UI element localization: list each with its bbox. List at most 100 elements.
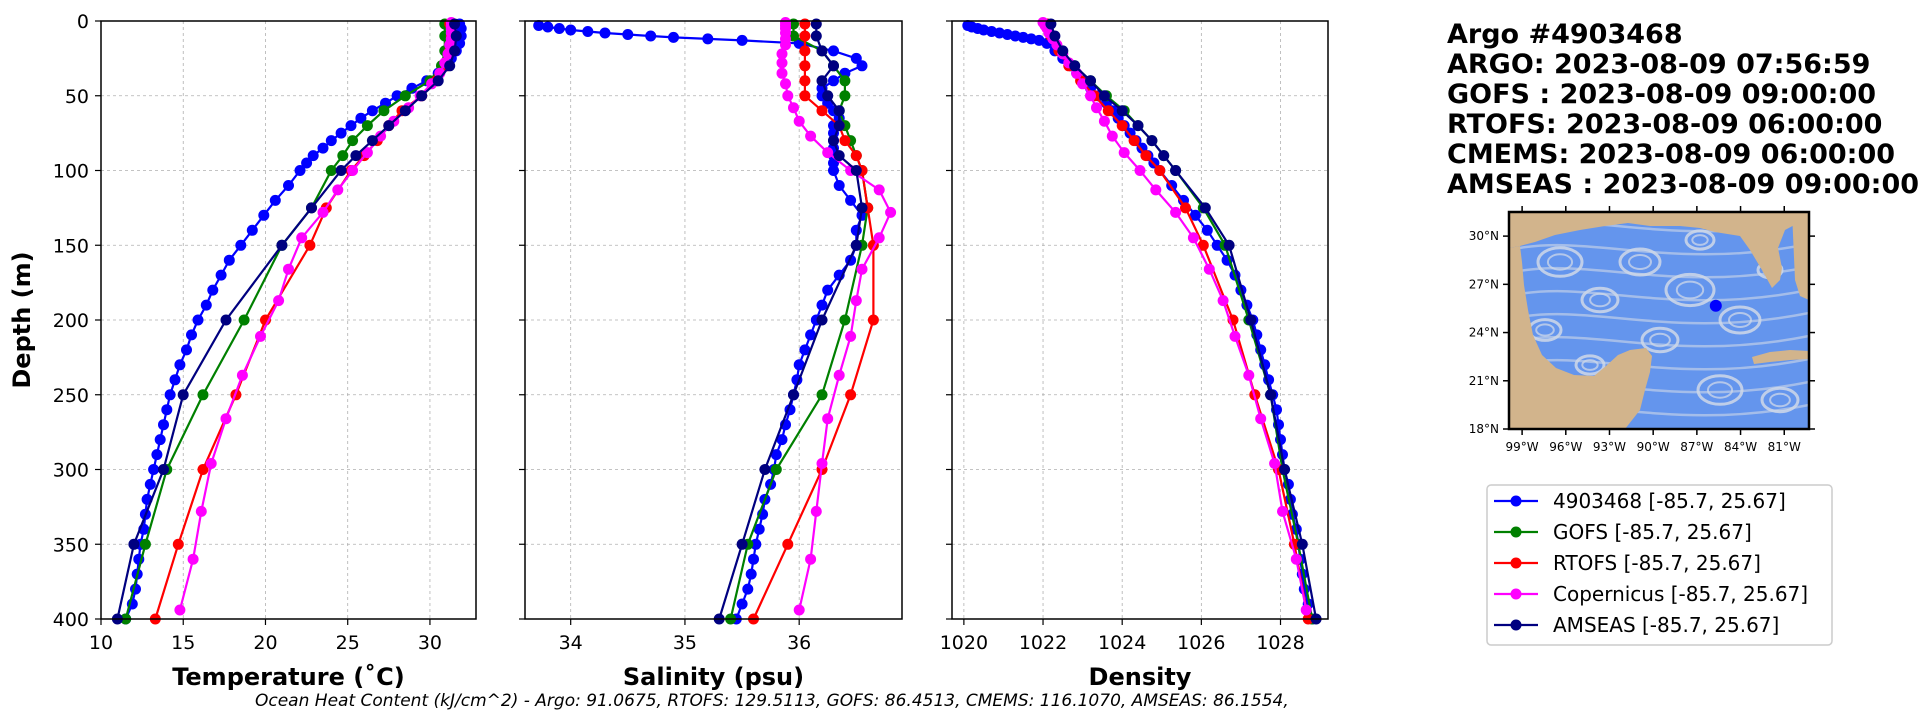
data-point <box>1296 538 1308 550</box>
data-point <box>776 48 788 60</box>
data-point <box>1057 45 1069 57</box>
data-point <box>839 75 851 87</box>
data-point <box>197 389 209 401</box>
map-lon-label: 90°W <box>1637 440 1670 454</box>
series-copernicus <box>1037 17 1312 616</box>
data-point <box>822 90 834 102</box>
data-point <box>788 102 799 114</box>
streamline-eddy <box>1769 392 1791 408</box>
data-point <box>215 269 227 281</box>
data-point <box>753 523 765 535</box>
data-point <box>1132 120 1144 132</box>
map-frame <box>1507 210 1811 431</box>
x-tick-label: 36 <box>787 632 811 654</box>
y-tick-label: 400 <box>53 609 89 631</box>
legend-item: RTOFS [-85.7, 25.67] <box>1494 551 1761 575</box>
streamline <box>1509 311 1809 325</box>
legend-marker-swatch <box>1510 619 1522 631</box>
x-axis-label: Density <box>1089 663 1192 691</box>
data-point <box>810 18 822 30</box>
data-point <box>776 57 788 69</box>
map-lat-label: 18°N <box>1469 422 1499 436</box>
data-point <box>1265 389 1277 401</box>
data-point <box>1279 464 1290 475</box>
streamline-eddy <box>1675 280 1705 300</box>
data-point <box>158 464 169 475</box>
streamline-eddy <box>1574 354 1606 376</box>
data-point <box>810 505 822 517</box>
data-point <box>565 24 577 36</box>
data-point <box>1300 604 1312 616</box>
data-point <box>444 60 456 72</box>
data-point <box>885 206 897 218</box>
data-point <box>845 194 857 206</box>
data-point <box>1189 209 1201 221</box>
data-point <box>1223 239 1235 251</box>
legend-label: Copernicus [-85.7, 25.67] <box>1553 582 1808 606</box>
series-line <box>1045 23 1310 620</box>
data-point <box>255 330 266 342</box>
data-point <box>839 135 851 147</box>
data-point <box>1085 75 1096 87</box>
data-point <box>335 127 347 139</box>
data-point <box>1098 115 1110 127</box>
data-point <box>599 27 611 39</box>
y-tick-label: 300 <box>53 460 89 482</box>
data-point <box>816 45 828 57</box>
data-point <box>816 299 828 311</box>
legend-label: AMSEAS [-85.7, 25.67] <box>1553 613 1779 637</box>
footer-ohc: Ocean Heat Content (kJ/cm^2) - Argo: 91.… <box>255 691 1289 711</box>
x-tick-label: 10 <box>89 632 113 654</box>
legend-marker-swatch <box>1510 557 1522 569</box>
y-tick-label: 350 <box>53 534 89 556</box>
series-4903468 <box>962 20 1318 625</box>
streamline-eddy <box>1536 246 1584 278</box>
data-point <box>736 598 748 610</box>
data-point <box>867 314 879 326</box>
data-point <box>793 115 805 127</box>
data-point <box>1049 30 1061 42</box>
data-point <box>816 389 828 401</box>
data-point <box>759 464 771 475</box>
data-point <box>553 23 565 34</box>
streamline-eddy <box>1664 272 1716 308</box>
series-4903468 <box>120 18 467 625</box>
header-line: ARGO: 2023-08-09 07:56:59 <box>1447 49 1870 80</box>
map-land-cuba <box>1752 350 1809 364</box>
data-point <box>816 314 828 326</box>
data-point <box>822 284 834 296</box>
streamline-eddy <box>1640 326 1680 354</box>
data-point <box>304 239 316 251</box>
data-point <box>197 464 209 475</box>
data-point <box>833 180 845 191</box>
header-info: Argo #4903468 ARGO: 2023-08-09 07:56:59 … <box>1447 19 1919 200</box>
data-point <box>283 263 294 275</box>
data-point <box>205 458 217 469</box>
data-point <box>1091 102 1102 114</box>
data-point <box>325 135 337 147</box>
legend-item: AMSEAS [-85.7, 25.67] <box>1494 613 1779 637</box>
x-tick-label: 1022 <box>1019 632 1067 654</box>
data-point <box>1102 105 1114 117</box>
data-point <box>745 568 757 580</box>
data-point <box>833 150 845 162</box>
x-tick-label: 1024 <box>1098 632 1146 654</box>
data-point <box>325 165 337 176</box>
data-point <box>828 60 839 72</box>
header-line: GOFS : 2023-08-09 09:00:00 <box>1447 79 1876 110</box>
data-point <box>345 120 357 132</box>
map-lat-label: 21°N <box>1469 374 1499 388</box>
data-point <box>223 254 235 266</box>
data-point <box>1170 206 1182 218</box>
legend-label: 4903468 [-85.7, 25.67] <box>1553 489 1786 513</box>
data-point <box>151 449 163 461</box>
data-point <box>301 157 313 169</box>
data-point <box>839 314 851 326</box>
data-point <box>793 604 805 616</box>
data-point <box>533 20 545 31</box>
data-point <box>748 553 759 565</box>
data-point <box>238 314 250 326</box>
legend-marker-swatch <box>1510 526 1522 538</box>
data-point <box>782 90 794 102</box>
